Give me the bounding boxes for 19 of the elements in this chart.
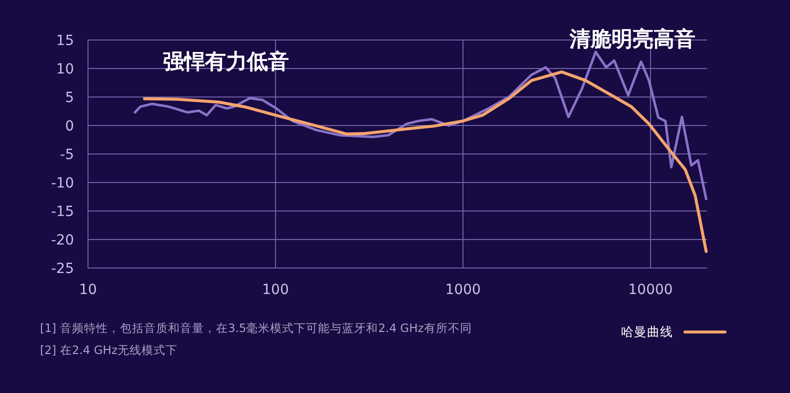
y-tick-label: 0 bbox=[65, 118, 74, 134]
y-tick-label: -15 bbox=[51, 204, 74, 220]
y-tick-label: -5 bbox=[60, 147, 74, 163]
legend: 哈曼曲线 bbox=[621, 324, 726, 339]
y-tick-label: 10 bbox=[56, 62, 74, 78]
text: [2] 在2.4 GHz无线模式下 bbox=[40, 343, 178, 357]
x-tick-label: 100 bbox=[262, 282, 289, 298]
y-tick-label: -10 bbox=[51, 176, 74, 192]
y-tick-label: -25 bbox=[51, 261, 74, 277]
y-tick-label: -20 bbox=[51, 232, 74, 248]
x-tick-label: 10 bbox=[79, 282, 97, 298]
y-tick-label: 5 bbox=[65, 90, 74, 106]
text: [1] 音频特性，包括音质和音量，在3.5毫米模式下可能与蓝牙和2.4 GHz有所不同 bbox=[40, 321, 472, 335]
annotation: 强悍有力低音 bbox=[163, 50, 290, 74]
x-tick-label: 10000 bbox=[628, 282, 673, 298]
y-tick-label: 15 bbox=[56, 33, 74, 49]
x-tick-label: 1000 bbox=[445, 282, 481, 298]
legend-label: 哈曼曲线 bbox=[621, 324, 673, 339]
annotation: 清脆明亮高音 bbox=[568, 26, 696, 51]
